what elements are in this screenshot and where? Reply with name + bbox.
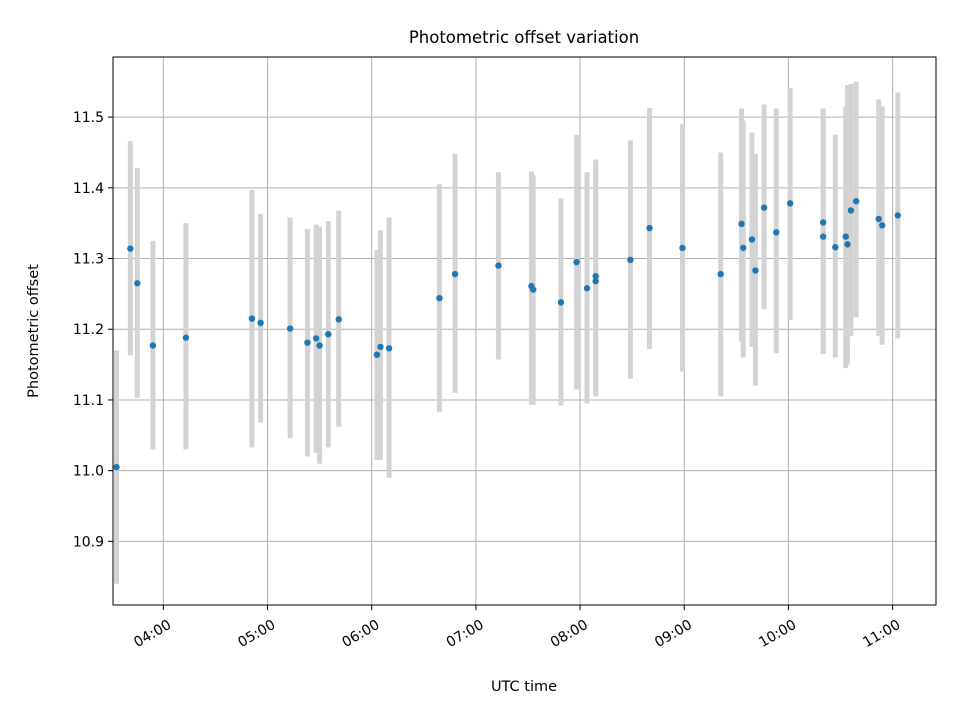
data-point (773, 229, 780, 236)
grid-lines (113, 57, 936, 605)
data-point (248, 315, 256, 322)
data-point (592, 273, 599, 280)
plot-frame (112, 56, 937, 606)
data-point (182, 334, 190, 341)
data-point (436, 294, 443, 302)
data-point (748, 236, 756, 243)
y-tick-label: 11.1 (73, 393, 104, 409)
data-point (852, 198, 860, 205)
x-tick-label: 10:00 (756, 617, 799, 651)
y-axis: 10.9 11.0 11.1 11.2 11.3 11.4 11.5 (73, 110, 113, 550)
x-tick-label: 08:00 (548, 617, 591, 651)
data-point (786, 200, 794, 207)
data-point (257, 319, 264, 327)
x-tick-label: 06:00 (340, 617, 383, 651)
data-point (819, 233, 827, 240)
data-point (627, 256, 634, 264)
data-point (316, 342, 323, 349)
error-bars (113, 81, 901, 584)
y-tick-label: 11.4 (73, 181, 104, 197)
y-tick-label: 10.9 (73, 534, 104, 550)
data-point (495, 262, 502, 269)
y-axis-label: Photometric offset (26, 264, 42, 398)
data-point (557, 299, 565, 306)
data-point (325, 330, 332, 338)
data-point (127, 245, 134, 252)
x-axis-label: UTC time (491, 679, 557, 695)
y-tick-label: 11.3 (73, 252, 104, 268)
data-point (878, 222, 886, 229)
data-point (717, 270, 724, 278)
data-point (134, 280, 141, 287)
data-point (875, 215, 882, 223)
data-point (377, 343, 384, 351)
data-point (373, 351, 381, 358)
data-point (847, 207, 855, 214)
chart-title: Photometric offset variation (409, 28, 639, 47)
data-point (335, 316, 342, 323)
data-point (149, 342, 157, 349)
data-point (385, 345, 393, 352)
data-point (312, 335, 320, 342)
data-point (844, 241, 851, 248)
data-point (304, 339, 311, 346)
x-tick-label: 04:00 (131, 617, 174, 651)
x-tick-label: 07:00 (444, 617, 487, 651)
data-point (819, 219, 827, 226)
data-point (752, 267, 759, 274)
data-point (842, 233, 849, 240)
x-axis: 04:00 05:00 06:00 07:00 08:00 09:00 10:00 11:00 (131, 605, 903, 651)
y-tick-label: 11.5 (73, 110, 104, 126)
x-tick-label: 05:00 (235, 617, 278, 651)
data-point (451, 270, 459, 278)
data-point (592, 277, 599, 285)
data-point (894, 212, 902, 219)
data-point (832, 244, 839, 251)
data-point (738, 220, 745, 228)
x-tick-label: 11:00 (860, 617, 903, 651)
data-point (760, 204, 768, 211)
data-points (113, 198, 902, 471)
y-tick-label: 11.0 (73, 464, 104, 480)
data-point (583, 285, 591, 292)
x-tick-label: 09:00 (652, 617, 695, 651)
data-point (573, 258, 580, 266)
data-point (286, 325, 294, 332)
y-tick-label: 11.2 (73, 322, 104, 338)
data-point (679, 244, 686, 252)
data-point (740, 244, 747, 252)
data-point (646, 224, 653, 232)
data-point (113, 463, 120, 471)
data-point (529, 286, 537, 293)
